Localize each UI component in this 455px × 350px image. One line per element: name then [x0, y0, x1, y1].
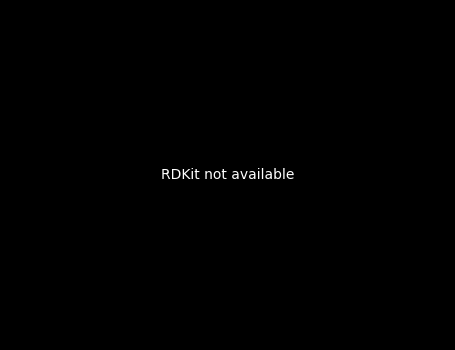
Text: RDKit not available: RDKit not available [161, 168, 294, 182]
